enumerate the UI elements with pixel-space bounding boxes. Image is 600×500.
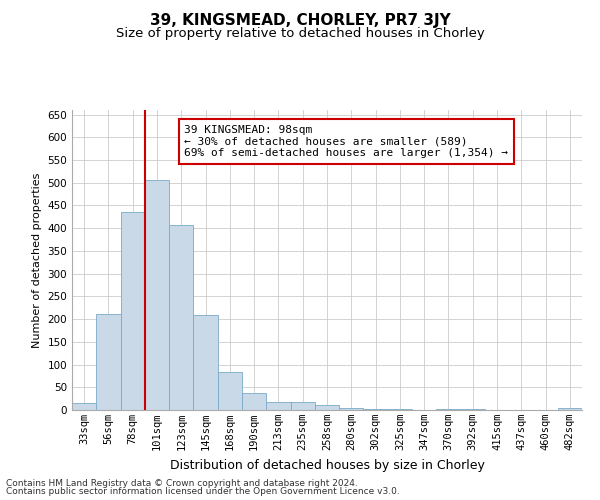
X-axis label: Distribution of detached houses by size in Chorley: Distribution of detached houses by size … [170,458,484,471]
Bar [145,180,169,410]
Bar [242,392,266,410]
Bar [339,408,364,410]
Text: Contains HM Land Registry data © Crown copyright and database right 2024.: Contains HM Land Registry data © Crown c… [6,478,358,488]
Bar [388,408,412,410]
Bar [72,403,96,410]
Bar [169,224,193,410]
Bar [193,316,218,410]
Bar [315,406,339,410]
Bar [364,408,388,410]
Text: 39 KINGSMEAD: 98sqm
← 30% of detached houses are smaller (589)
69% of semi-detac: 39 KINGSMEAD: 98sqm ← 30% of detached ho… [184,125,508,158]
Bar [121,212,145,410]
Bar [218,372,242,410]
Bar [96,314,121,410]
Bar [290,402,315,410]
Bar [558,408,582,410]
Text: Contains public sector information licensed under the Open Government Licence v3: Contains public sector information licen… [6,487,400,496]
Bar [436,408,461,410]
Text: 39, KINGSMEAD, CHORLEY, PR7 3JY: 39, KINGSMEAD, CHORLEY, PR7 3JY [149,12,451,28]
Y-axis label: Number of detached properties: Number of detached properties [32,172,42,348]
Text: Size of property relative to detached houses in Chorley: Size of property relative to detached ho… [116,28,484,40]
Bar [461,408,485,410]
Bar [266,402,290,410]
